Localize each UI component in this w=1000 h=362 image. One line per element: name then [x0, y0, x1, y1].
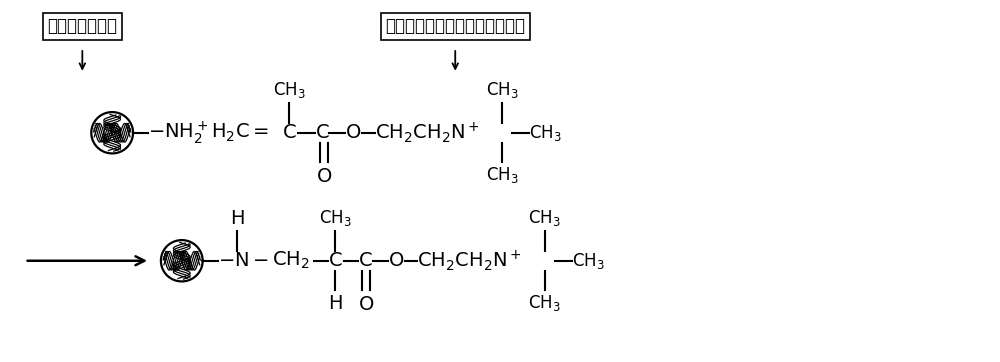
Text: $\mathdefault{CH_3}$: $\mathdefault{CH_3}$: [572, 251, 604, 271]
Text: $\mathdefault{H}$: $\mathdefault{H}$: [230, 209, 245, 228]
Text: $\mathdefault{CH_3}$: $\mathdefault{CH_3}$: [319, 209, 351, 228]
Text: $\mathdefault{C}$: $\mathdefault{C}$: [282, 123, 296, 142]
Text: $\mathdefault{H}$: $\mathdefault{H}$: [328, 294, 342, 313]
Text: 甲基丙烯酰氧乙基三甲基氯化铵: 甲基丙烯酰氧乙基三甲基氯化铵: [385, 17, 525, 35]
Text: $\mathdefault{-N-}$: $\mathdefault{-N-}$: [218, 251, 269, 270]
Text: $\mathdefault{CH_3}$: $\mathdefault{CH_3}$: [529, 123, 562, 143]
Text: $\mathdefault{CH_3}$: $\mathdefault{CH_3}$: [486, 165, 518, 185]
Text: $\mathdefault{CH_2CH_2N^+}$: $\mathdefault{CH_2CH_2N^+}$: [375, 121, 480, 145]
Text: $\mathdefault{CH_3}$: $\mathdefault{CH_3}$: [486, 80, 518, 100]
Text: $\mathdefault{CH_3}$: $\mathdefault{CH_3}$: [528, 293, 561, 313]
Text: 胶原多肽纳米球: 胶原多肽纳米球: [47, 17, 117, 35]
Text: $\mathdefault{-NH_2^+H_2C=}$: $\mathdefault{-NH_2^+H_2C=}$: [148, 119, 269, 146]
Text: $\mathdefault{CH_3}$: $\mathdefault{CH_3}$: [273, 80, 306, 100]
Text: $\mathdefault{C}$: $\mathdefault{C}$: [328, 251, 343, 270]
Text: $\mathdefault{CH_2CH_2N^+}$: $\mathdefault{CH_2CH_2N^+}$: [417, 248, 522, 273]
Text: $\mathdefault{O}$: $\mathdefault{O}$: [358, 295, 374, 313]
Text: $\mathdefault{C}$: $\mathdefault{C}$: [315, 123, 330, 142]
Text: $\mathdefault{O}$: $\mathdefault{O}$: [316, 167, 332, 186]
Text: $\mathdefault{CH_3}$: $\mathdefault{CH_3}$: [528, 209, 561, 228]
Text: $\mathdefault{C}$: $\mathdefault{C}$: [358, 251, 372, 270]
Text: $\mathdefault{CH_2}$: $\mathdefault{CH_2}$: [272, 250, 310, 272]
Text: $\mathdefault{O}$: $\mathdefault{O}$: [345, 123, 361, 142]
Text: $\mathdefault{O}$: $\mathdefault{O}$: [388, 251, 404, 270]
